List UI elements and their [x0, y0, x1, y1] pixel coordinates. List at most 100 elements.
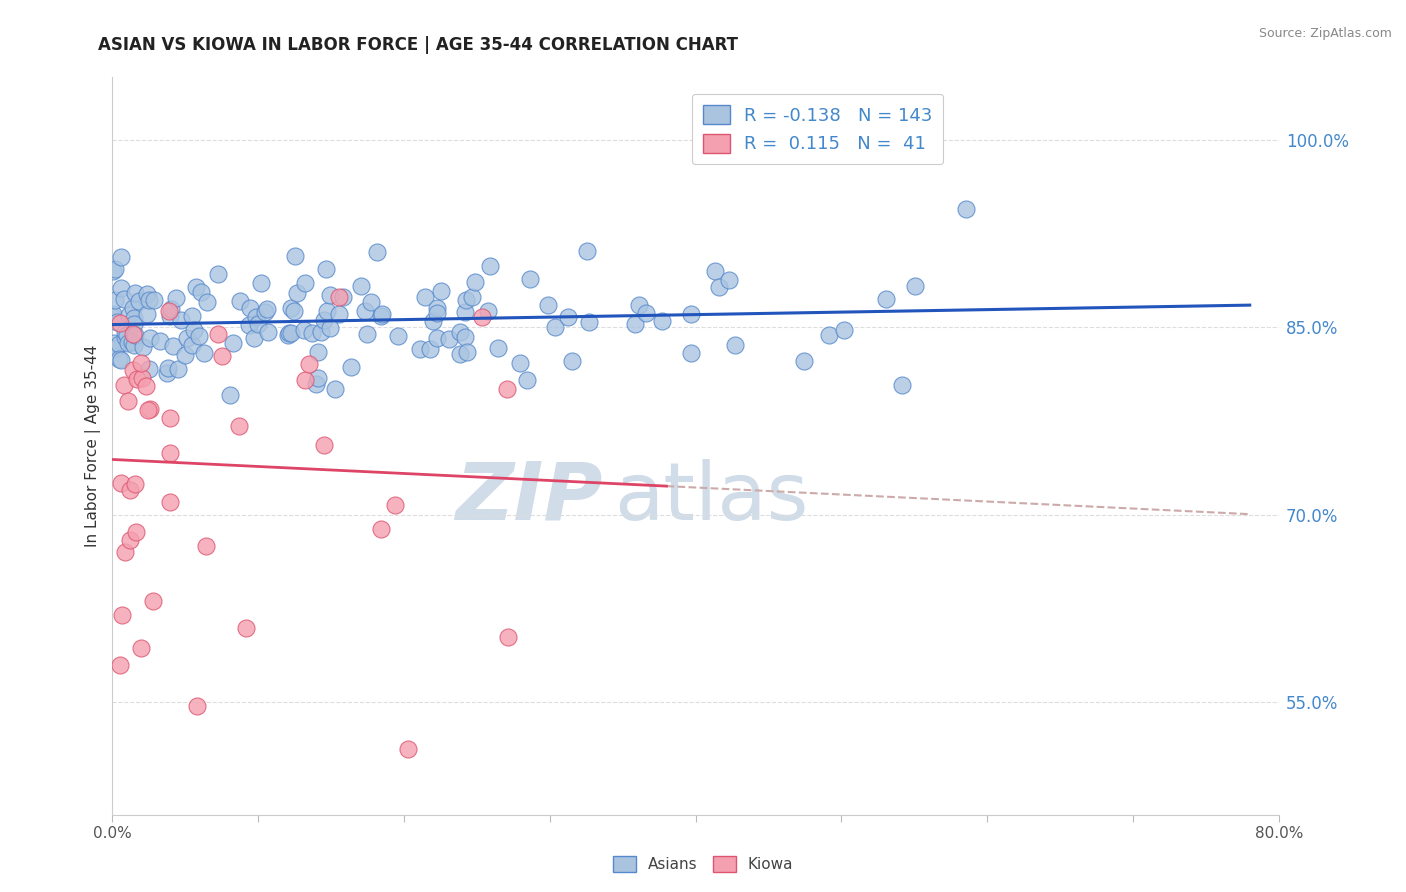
Point [104, 293, 127, 307]
Point [477, 304, 499, 318]
Point [396, 741, 419, 756]
Point [131, 640, 153, 655]
Point [166, 362, 188, 376]
Point [724, 338, 747, 352]
Point [132, 340, 155, 354]
Point [124, 286, 146, 301]
Point [307, 344, 329, 359]
Point [426, 301, 449, 316]
Point [149, 334, 172, 348]
Point [277, 326, 299, 341]
Point [103, 336, 125, 351]
Point [419, 343, 441, 357]
Point [284, 249, 307, 263]
Y-axis label: In Labor Force | Age 35-44: In Labor Force | Age 35-44 [86, 345, 101, 547]
Point [101, 263, 124, 277]
Point [159, 302, 181, 317]
Point [624, 317, 647, 331]
Point [222, 336, 245, 351]
Point [207, 267, 229, 281]
Point [218, 388, 240, 402]
Point [413, 290, 436, 304]
Point [135, 378, 157, 392]
Point [190, 285, 212, 300]
Point [122, 311, 145, 326]
Point [371, 307, 394, 321]
Point [136, 286, 159, 301]
Point [184, 280, 207, 294]
Point [257, 326, 280, 340]
Point [107, 352, 129, 367]
Point [122, 327, 145, 342]
Point [891, 378, 914, 392]
Point [681, 307, 703, 321]
Point [283, 304, 305, 318]
Point [138, 293, 160, 308]
Point [156, 366, 179, 380]
Point [679, 346, 702, 360]
Point [118, 483, 141, 497]
Point [323, 382, 346, 396]
Point [157, 304, 180, 318]
Point [370, 522, 392, 536]
Point [818, 328, 841, 343]
Point [904, 278, 927, 293]
Point [103, 307, 125, 321]
Point [115, 327, 138, 342]
Point [456, 293, 478, 308]
Point [328, 307, 350, 321]
Point [128, 294, 150, 309]
Point [449, 347, 471, 361]
Point [707, 280, 730, 294]
Point [121, 363, 143, 377]
Point [235, 621, 257, 635]
Point [211, 349, 233, 363]
Point [280, 326, 302, 340]
Point [183, 323, 205, 337]
Point [114, 292, 136, 306]
Point [249, 277, 271, 291]
Point [537, 298, 560, 312]
Point [315, 261, 337, 276]
Point [471, 310, 494, 325]
Point [229, 294, 252, 309]
Point [121, 335, 143, 350]
Point [651, 314, 673, 328]
Point [127, 372, 149, 386]
Point [294, 374, 316, 388]
Point [110, 251, 132, 265]
Point [426, 331, 449, 345]
Point [356, 327, 378, 342]
Point [360, 295, 382, 310]
Point [832, 323, 855, 337]
Point [139, 402, 162, 417]
Point [454, 305, 477, 319]
Point [114, 329, 136, 343]
Point [186, 698, 208, 713]
Point [228, 419, 250, 434]
Point [387, 329, 409, 343]
Point [122, 301, 145, 316]
Point [430, 284, 453, 298]
Point [456, 345, 478, 359]
Point [176, 331, 198, 345]
Point [277, 328, 299, 343]
Point [159, 495, 181, 509]
Point [180, 337, 202, 351]
Point [117, 393, 139, 408]
Point [332, 290, 354, 304]
Point [104, 262, 127, 277]
Point [292, 323, 315, 337]
Point [312, 313, 335, 327]
Point [422, 314, 444, 328]
Point [159, 309, 181, 323]
Point [195, 294, 218, 309]
Legend: R = -0.138   N = 143, R =  0.115   N =  41: R = -0.138 N = 143, R = 0.115 N = 41 [692, 94, 943, 164]
Point [170, 313, 193, 327]
Point [114, 325, 136, 339]
Point [114, 545, 136, 559]
Point [578, 315, 600, 329]
Point [519, 272, 541, 286]
Point [138, 361, 160, 376]
Text: atlas: atlas [614, 458, 808, 537]
